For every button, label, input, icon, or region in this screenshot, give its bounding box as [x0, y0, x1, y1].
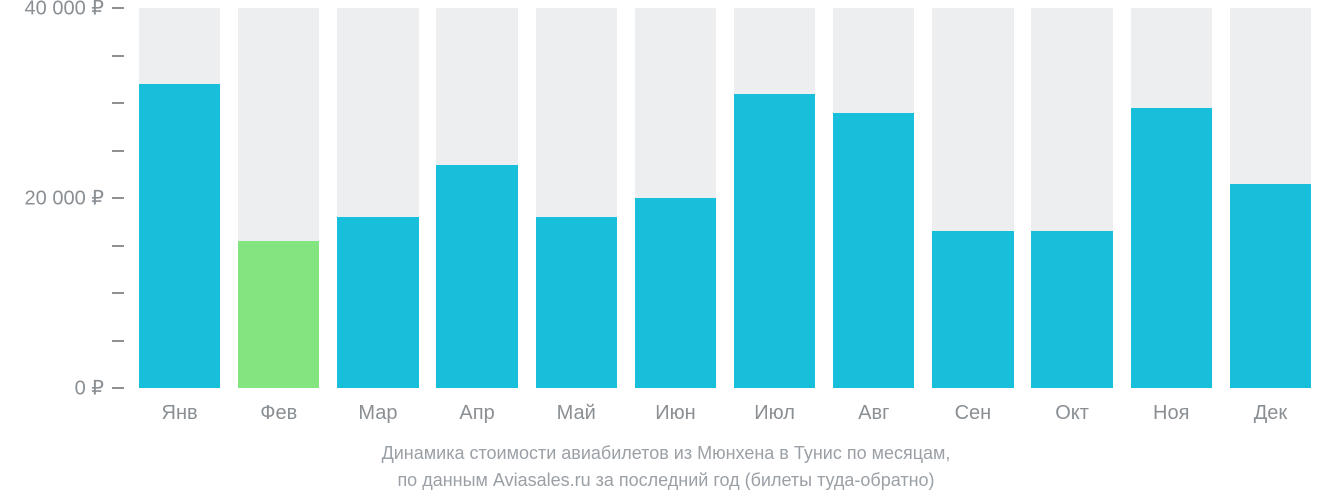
y-tick-mark — [112, 197, 124, 199]
bar — [734, 94, 815, 389]
x-tick-label: Янв — [162, 402, 198, 425]
plot-area — [130, 8, 1320, 388]
x-tick-label: Июл — [754, 402, 795, 425]
x-tick-label: Дек — [1254, 402, 1287, 425]
x-tick-label: Мар — [358, 402, 397, 425]
bar — [1230, 184, 1311, 388]
bar — [932, 231, 1013, 388]
x-tick-label: Ноя — [1153, 402, 1189, 425]
y-tick-mark — [112, 102, 124, 104]
x-tick-label: Июн — [655, 402, 695, 425]
x-tick-label: Май — [557, 402, 596, 425]
y-tick-mark — [112, 7, 124, 9]
y-tick-mark — [112, 387, 124, 389]
y-tick-label: 0 ₽ — [0, 376, 104, 401]
y-tick-label: 20 000 ₽ — [0, 186, 104, 211]
y-tick-mark — [112, 340, 124, 342]
x-tick-label: Фев — [260, 402, 297, 425]
x-tick-label: Сен — [955, 402, 992, 425]
bar — [1031, 231, 1112, 388]
caption-line-1: Динамика стоимости авиабилетов из Мюнхен… — [0, 440, 1332, 467]
bar — [1131, 108, 1212, 388]
bar — [536, 217, 617, 388]
y-tick-mark — [112, 55, 124, 57]
bar — [238, 241, 319, 388]
y-tick-mark — [112, 245, 124, 247]
price-by-month-chart: 0 ₽ 20 000 ₽ 40 000 ₽ Янв Фев Мар Апр Май Июн Ию… — [0, 0, 1332, 502]
y-tick-mark — [112, 292, 124, 294]
y-tick-label: 40 000 ₽ — [0, 0, 104, 21]
chart-caption: Динамика стоимости авиабилетов из Мюнхен… — [0, 440, 1332, 494]
bar — [436, 165, 517, 388]
x-tick-label: Окт — [1055, 402, 1089, 425]
y-tick-mark — [112, 150, 124, 152]
bar — [635, 198, 716, 388]
x-tick-label: Авг — [858, 402, 889, 425]
bar — [833, 113, 914, 389]
x-tick-label: Апр — [459, 402, 494, 425]
bar — [337, 217, 418, 388]
bar — [139, 84, 220, 388]
caption-line-2: по данным Aviasales.ru за последний год … — [0, 467, 1332, 494]
